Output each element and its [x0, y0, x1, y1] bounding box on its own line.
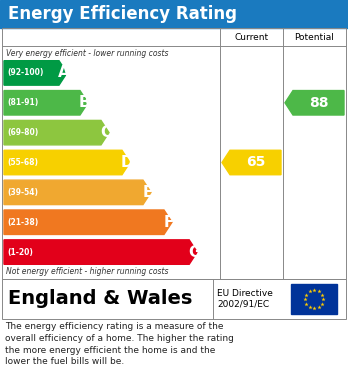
Polygon shape — [222, 150, 281, 175]
Bar — [0, 0, 348, 28]
Text: Energy Efficiency Rating: Energy Efficiency Rating — [8, 5, 237, 23]
Text: (92-100): (92-100) — [7, 68, 44, 77]
Text: Potential: Potential — [294, 32, 334, 41]
Text: England & Wales: England & Wales — [8, 289, 192, 308]
Text: The energy efficiency rating is a measure of the
overall efficiency of a home. T: The energy efficiency rating is a measur… — [5, 322, 234, 366]
Text: (81-91): (81-91) — [7, 98, 38, 107]
Text: D: D — [120, 155, 133, 170]
Polygon shape — [4, 240, 197, 264]
Text: 88: 88 — [309, 96, 328, 110]
Text: Very energy efficient - lower running costs: Very energy efficient - lower running co… — [6, 49, 168, 58]
Text: A: A — [58, 65, 70, 81]
Text: (55-68): (55-68) — [7, 158, 38, 167]
Text: (39-54): (39-54) — [7, 188, 38, 197]
Polygon shape — [4, 61, 67, 85]
Polygon shape — [4, 91, 88, 115]
Bar — [2, 279, 346, 319]
Text: (69-80): (69-80) — [7, 128, 38, 137]
Text: Not energy efficient - higher running costs: Not energy efficient - higher running co… — [6, 267, 168, 276]
Polygon shape — [4, 180, 151, 204]
Text: B: B — [79, 95, 90, 110]
Text: Current: Current — [235, 32, 269, 41]
Text: E: E — [143, 185, 153, 200]
Polygon shape — [4, 150, 130, 175]
Text: G: G — [188, 245, 200, 260]
Text: C: C — [100, 125, 111, 140]
Text: F: F — [164, 215, 174, 230]
Bar — [291, 284, 337, 314]
Polygon shape — [4, 210, 172, 235]
Text: 65: 65 — [246, 156, 265, 170]
Text: EU Directive
2002/91/EC: EU Directive 2002/91/EC — [217, 289, 273, 309]
Text: (21-38): (21-38) — [7, 218, 38, 227]
Polygon shape — [285, 91, 344, 115]
Polygon shape — [4, 120, 109, 145]
Bar — [0, 279, 348, 319]
Text: (1-20): (1-20) — [7, 248, 33, 256]
Bar — [2, 28, 346, 279]
